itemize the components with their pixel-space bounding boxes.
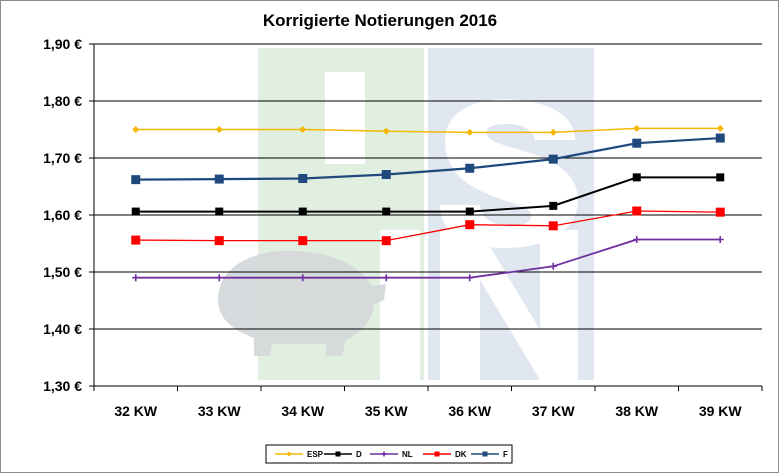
data-point	[715, 133, 725, 143]
data-point	[466, 128, 474, 136]
data-point-legend	[482, 451, 488, 457]
data-point	[382, 207, 391, 216]
series-line	[135, 127, 721, 134]
legend-label: DK	[455, 450, 467, 459]
data-point	[632, 173, 641, 182]
watermark-logo	[218, 48, 594, 380]
data-point	[633, 236, 641, 244]
data-point	[299, 126, 307, 133]
data-point	[465, 163, 475, 173]
data-point	[214, 236, 224, 246]
x-tick-label: 34 KW	[281, 403, 325, 419]
data-point	[131, 235, 141, 245]
x-axis: 32 KW 33 KW 34 KW 35 KW 36 KW 37 KW 38 KW 39 KW	[93, 386, 763, 419]
data-point	[465, 207, 474, 216]
y-tick-label: 1,90 €	[43, 36, 82, 52]
series-line	[135, 176, 721, 213]
series-esp	[132, 124, 724, 136]
data-point	[131, 207, 140, 216]
series-dk	[131, 206, 725, 246]
data-point	[466, 274, 474, 282]
data-point	[131, 175, 141, 185]
data-point	[549, 201, 558, 210]
data-point	[215, 207, 224, 216]
data-point	[299, 274, 307, 282]
x-tick-label: 32 KW	[114, 403, 158, 419]
data-point	[715, 207, 725, 217]
data-point	[549, 262, 557, 270]
y-tick-label: 1,80 €	[43, 93, 82, 109]
series-nl	[132, 236, 724, 282]
data-point	[382, 274, 390, 282]
data-point	[214, 174, 224, 184]
legend-entry-f: F	[471, 450, 508, 459]
y-tick-label: 1,40 €	[43, 321, 82, 337]
series-line	[135, 136, 721, 181]
legend-entry-nl: NL	[370, 450, 413, 459]
data-point	[548, 154, 558, 164]
data-point	[215, 126, 223, 133]
legend-entry-dk: DK	[423, 450, 467, 459]
legend-label: F	[503, 450, 508, 459]
legend: ESP D NL DK F	[265, 444, 513, 464]
data-point	[298, 174, 308, 184]
x-tick-label: 38 KW	[615, 403, 659, 419]
data-point	[548, 221, 558, 231]
legend-entry-d: D	[324, 450, 362, 459]
y-tick-label: 1,30 €	[43, 378, 82, 394]
data-point	[549, 128, 557, 136]
legend-entry-esp: ESP	[275, 450, 324, 459]
data-point	[465, 220, 475, 230]
gridlines	[94, 43, 762, 387]
data-point	[716, 236, 724, 244]
data-point-legend	[335, 451, 341, 457]
data-point-legend	[381, 451, 387, 457]
data-point	[298, 207, 307, 216]
series-group	[131, 124, 725, 282]
y-axis: 1,90 € 1,80 € 1,70 € 1,60 € 1,50 € 1,40 € 1,30…	[43, 36, 95, 394]
x-tick-label: 39 KW	[699, 403, 743, 419]
legend-label: ESP	[307, 450, 324, 459]
x-tick-label: 35 KW	[365, 403, 409, 419]
y-tick-label: 1,50 €	[43, 264, 82, 280]
data-point	[381, 170, 391, 180]
data-point	[381, 236, 391, 246]
x-tick-label: 33 KW	[198, 403, 242, 419]
data-point	[215, 274, 223, 282]
data-point	[132, 274, 140, 282]
legend-label: D	[356, 450, 362, 459]
chart-title: Korrigierte Notierungen 2016	[263, 11, 497, 30]
data-point	[632, 138, 642, 148]
data-point	[382, 127, 390, 135]
series-line	[135, 238, 721, 279]
data-point	[716, 124, 724, 132]
x-tick-label: 37 KW	[532, 403, 576, 419]
y-tick-label: 1,60 €	[43, 207, 82, 223]
data-point	[632, 206, 642, 216]
series-d	[131, 173, 725, 216]
y-tick-label: 1,70 €	[43, 150, 82, 166]
series-line	[135, 210, 721, 242]
data-point-legend	[286, 451, 292, 457]
series-f	[131, 133, 725, 185]
data-point	[132, 126, 140, 133]
data-point	[633, 124, 641, 132]
data-point	[298, 236, 308, 246]
data-point-legend	[434, 451, 440, 457]
data-point	[716, 173, 725, 182]
x-tick-label: 36 KW	[448, 403, 492, 419]
legend-label: NL	[402, 450, 413, 459]
